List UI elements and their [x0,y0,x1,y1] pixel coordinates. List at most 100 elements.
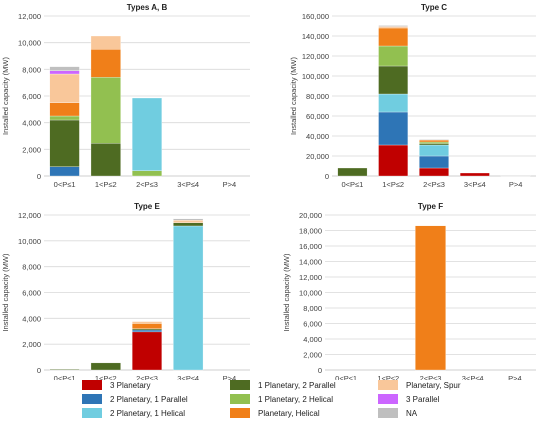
y-tick-label: 120,000 [302,52,329,61]
bar-segment [132,170,162,177]
y-tick-label: 20,000 [299,211,322,220]
y-tick-label: 2,000 [22,145,41,154]
legend-label: 3 Planetary [110,380,151,390]
y-tick-label: 6,000 [22,289,41,298]
legend-label: NA [406,408,418,418]
y-tick-label: 20,000 [306,152,329,161]
x-tick-label: 2<P≤3 [423,180,445,189]
y-tick-label: 10,000 [18,39,41,48]
bar-segment [49,166,80,177]
bar-segment [49,66,80,71]
chart-panel-0: Types A, B 0 2,000 4,000 6,000 8,000 10,000 12,… [1,3,250,189]
x-tick-label: 3<P≤4 [177,180,199,189]
bar-segment [378,45,409,67]
y-tick-label: 8,000 [303,304,322,313]
bar-segment [378,144,409,177]
x-tick-label: 0<P≤1 [341,180,363,189]
y-tick-label: 12,000 [299,273,322,282]
bar-segment [173,225,204,371]
x-tick-label: 0<P≤1 [54,374,76,380]
y-tick-label: 140,000 [302,32,329,41]
y-tick-label: 12,000 [18,12,41,21]
bar-segment [90,143,121,177]
bar-segment [378,25,409,27]
y-tick-label: 4,000 [303,335,322,344]
chart-title: Types A, B [127,3,168,12]
x-tick-label: 0<P≤1 [54,180,76,189]
legend-swatch [82,380,102,390]
legend-item: 2 Planetary, 1 Parallel [82,394,188,404]
y-tick-label: 2,000 [22,340,41,349]
legend-item: NA [378,408,417,418]
bar-segment [132,331,162,371]
x-tick-label: 0<P≤1 [335,374,357,380]
bar-segment [49,73,80,103]
y-tick-label: 0 [37,366,41,375]
bar-segment [173,222,204,227]
legend-item: 2 Planetary, 1 Helical [82,408,185,418]
x-tick-label: 3<P≤4 [464,180,486,189]
bar-segment [415,225,446,371]
y-axis-label: Installed capacity (MW) [1,253,10,331]
chart-title: Type F [418,202,443,211]
y-tick-label: 80,000 [306,92,329,101]
y-tick-label: 4,000 [22,314,41,323]
legend-swatch [378,394,398,404]
y-axis-label: Installed capacity (MW) [289,57,298,135]
bar-segment [90,35,121,50]
y-tick-label: 14,000 [299,258,322,267]
bar-segment [419,155,449,169]
legend-label: 1 Planetary, 2 Helical [258,394,333,404]
y-tick-label: 18,000 [299,227,322,236]
legend-item: Planetary, Spur [378,380,461,390]
bar-segment [49,70,80,75]
chart-panel-1: Type C 0 20,000 40,000 60,000 80,000 100,000 12… [289,3,536,189]
bar-segment [132,321,162,324]
y-tick-label: 4,000 [22,119,41,128]
y-tick-label: 10,000 [299,289,322,298]
legend-swatch [230,408,250,418]
y-axis-label: Installed capacity (MW) [1,57,10,135]
bar-segment [90,362,121,371]
bar-segment [49,115,80,121]
y-tick-label: 100,000 [302,72,329,81]
x-tick-label: 2<P≤3 [136,180,158,189]
y-tick-label: 160,000 [302,12,329,21]
y-tick-label: 6,000 [303,320,322,329]
x-tick-label: P>4 [223,374,237,380]
legend-item: 1 Planetary, 2 Helical [230,394,333,404]
bar-segment [378,111,409,146]
chart-legend: 3 Planetary 2 Planetary, 1 Parallel 2 Plan… [82,380,522,426]
bar-segment [419,139,449,141]
legend-label: Planetary, Helical [258,408,320,418]
chart-panel-2: Type E 0 2,000 4,000 6,000 8,000 10,000 12,000 I… [1,202,250,380]
chart-title: Type C [421,3,447,12]
chart-title: Type E [134,202,160,211]
bar-segment [419,139,449,143]
bar-segment [419,141,449,144]
bar-segment [419,144,449,157]
bar-segment [90,77,121,144]
chart-panel-3: Type F 0 2,000 4,000 6,000 8,000 10,000 12,000 1… [282,202,536,380]
bar-segment [132,323,162,329]
legend-label: Planetary, Spur [406,380,461,390]
legend-swatch [378,408,398,418]
legend-swatch [230,380,250,390]
x-tick-label: P>4 [509,180,523,189]
y-tick-label: 2,000 [303,351,322,360]
bar-segment [132,328,162,331]
bar-segment [132,329,162,333]
x-tick-label: 2<P≤3 [420,374,442,380]
x-tick-label: 3<P≤4 [462,374,484,380]
legend-swatch [230,394,250,404]
x-tick-label: 3<P≤4 [177,374,199,380]
x-tick-label: 1<P≤2 [95,374,117,380]
y-tick-label: 0 [318,366,322,375]
legend-item: 1 Planetary, 2 Parallel [230,380,336,390]
x-tick-label: P>4 [508,374,522,380]
bar-segment [459,172,490,177]
y-tick-label: 8,000 [22,263,41,272]
y-tick-label: 8,000 [22,65,41,74]
legend-swatch [82,408,102,418]
y-tick-label: 40,000 [306,132,329,141]
